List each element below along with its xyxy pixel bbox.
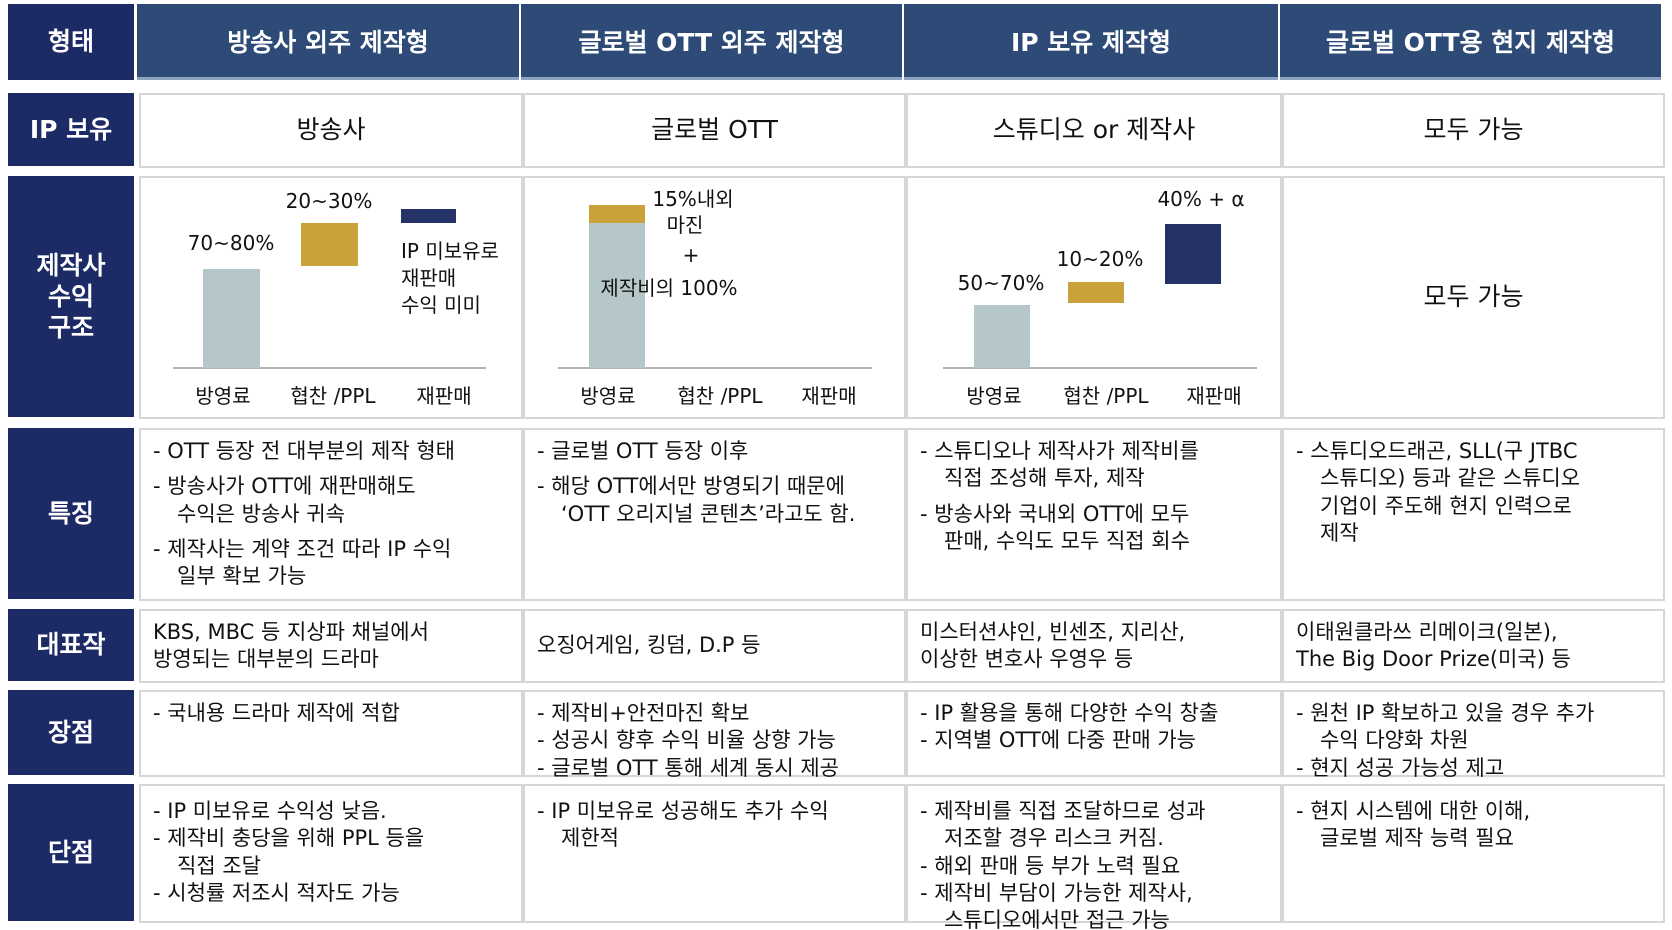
cell: 오징어게임, 킹덤, D.P 등 xyxy=(523,609,906,683)
axis-label: 재판매 xyxy=(416,384,471,408)
cell: 스튜디오 or 제작사 xyxy=(906,93,1282,168)
list-item: - IP 미보유로 성공해도 추가 수익 제한적 xyxy=(537,799,829,851)
list-item: - 해외 판매 등 부가 노력 필요 xyxy=(920,853,1181,878)
corner-header: 형태 xyxy=(8,4,134,80)
column-header: IP 보유 제작형 xyxy=(904,4,1278,80)
bar-label: 10~20% xyxy=(1057,247,1144,271)
list-item: - 제작비 부담이 가능한 제작사, 스튜디오에서만 접근 가능 xyxy=(920,880,1193,930)
list-item: - 글로벌 OTT 등장 이후 xyxy=(537,439,749,463)
axis-label: 방영료 xyxy=(580,384,635,408)
cell: - IP 활용을 통해 다양한 수익 창출 - 지역별 OTT에 다중 판매 가능 xyxy=(906,690,1282,777)
list-item: - 방송사와 국내외 OTT에 모두 판매, 수익도 모두 직접 회수 xyxy=(920,501,1190,553)
row-label: 대표작 xyxy=(8,609,134,681)
cell: KBS, MBC 등 지상파 채널에서 방영되는 대부분의 드라마 xyxy=(139,609,523,683)
legend-swatch xyxy=(401,209,456,223)
row-label: 장점 xyxy=(8,690,134,775)
list-item: - IP 미보유로 수익성 낮음. xyxy=(153,799,387,823)
cell: - 글로벌 OTT 등장 이후 - 해당 OTT에서만 방영되기 때문에 ‘OTT… xyxy=(523,428,906,601)
cell: - 국내용 드라마 제작에 적합 xyxy=(139,690,523,777)
axis-label: 협찬 /PPL xyxy=(677,384,763,408)
column-header: 글로벌 OTT용 현지 제작형 xyxy=(1280,4,1661,80)
note: 재판매 xyxy=(401,266,456,290)
cell: - 스튜디오나 제작사가 제작비를 직접 조성해 투자, 제작 - 방송사와 국내… xyxy=(906,428,1282,601)
row-label: 제작사 수익 구조 xyxy=(8,176,134,417)
mini-chart: 15%내외 마진 + 제작비의 100% 방영료 협찬 /PPL 재판매 xyxy=(558,187,872,408)
axis-label: 재판매 xyxy=(801,384,856,408)
list-item: - 시청률 저조시 적자도 가능 xyxy=(153,880,400,905)
axis-label: 방영료 xyxy=(966,384,1021,408)
bar-label: 마진 xyxy=(667,213,704,237)
list-item: - 현지 시스템에 대한 이해, 글로벌 제작 능력 필요 xyxy=(1296,799,1531,851)
chart-cell: 70~80% 20~30% IP 미보유로 재판매 수익 미미 방영료 협찬 /… xyxy=(139,176,523,419)
cell: - OTT 등장 전 대부분의 제작 형태 - 방송사가 OTT에 재판매해도 수… xyxy=(139,428,523,601)
cell: - IP 미보유로 성공해도 추가 수익 제한적 xyxy=(523,784,906,923)
note: 수익 미미 xyxy=(401,293,481,317)
bar xyxy=(589,205,645,223)
column-header: 글로벌 OTT 외주 제작형 xyxy=(521,4,902,80)
list-item: - 원천 IP 확보하고 있을 경우 추가 수익 다양화 차원 xyxy=(1296,701,1595,753)
bar xyxy=(589,223,645,368)
row-label: 단점 xyxy=(8,784,134,921)
list-item: - 글로벌 OTT 통해 세계 동시 제공 xyxy=(537,755,839,780)
axis-label: 협찬 /PPL xyxy=(290,384,376,408)
list-item: - OTT 등장 전 대부분의 제작 형태 xyxy=(153,439,455,463)
bar xyxy=(974,305,1030,368)
bar-label: 제작비의 100% xyxy=(600,276,737,300)
cell: 미스터션샤인, 빈센조, 지리산, 이상한 변호사 우영우 등 xyxy=(906,609,1282,683)
cell: - 제작비를 직접 조달하므로 성과 저조할 경우 리스크 커짐. - 해외 판매… xyxy=(906,784,1282,930)
list-item: - 지역별 OTT에 다중 판매 가능 xyxy=(920,728,1196,753)
bar-label: 50~70% xyxy=(958,271,1045,295)
list-item: - 성공시 향후 수익 비율 상향 가능 xyxy=(537,728,836,753)
cell: 방송사 xyxy=(139,93,523,168)
cell: - IP 미보유로 수익성 낮음. - 제작비 충당을 위해 PPL 등을 직접 … xyxy=(139,784,523,923)
cell: 글로벌 OTT xyxy=(523,93,906,168)
list-item: - 국내용 드라마 제작에 적합 xyxy=(153,701,400,725)
list-item: - 제작사는 계약 조건 따라 IP 수익 일부 확보 가능 xyxy=(153,536,452,589)
row-label: 특징 xyxy=(8,428,134,599)
axis-label: 방영료 xyxy=(195,384,250,408)
list-item: - 스튜디오나 제작사가 제작비를 직접 조성해 투자, 제작 xyxy=(920,439,1199,491)
bar xyxy=(1068,282,1124,303)
mini-chart: 70~80% 20~30% IP 미보유로 재판매 수익 미미 방영료 협찬 /… xyxy=(173,189,499,408)
cell: 이태원클라쓰 리메이크(일본), The Big Door Prize(미국) … xyxy=(1282,609,1665,683)
mini-chart: 50~70% 10~20% 40% + α 방영료 협찬 /PPL 재판매 xyxy=(943,187,1257,408)
bar xyxy=(301,223,358,266)
cell: 모두 가능 xyxy=(1282,93,1665,168)
cell: - 현지 시스템에 대한 이해, 글로벌 제작 능력 필요 xyxy=(1282,784,1665,923)
list-item: - 현지 성공 가능성 제고 xyxy=(1296,755,1505,780)
axis-label: 협찬 /PPL xyxy=(1063,384,1149,408)
list-item: - 제작비 충당을 위해 PPL 등을 직접 조달 xyxy=(153,826,425,878)
bar-label: 40% + α xyxy=(1157,187,1244,211)
chart-cell: 50~70% 10~20% 40% + α 방영료 협찬 /PPL 재판매 xyxy=(906,176,1282,419)
axis-label: 재판매 xyxy=(1186,384,1241,408)
cell: 모두 가능 xyxy=(1282,176,1665,419)
chart-cell: 15%내외 마진 + 제작비의 100% 방영료 협찬 /PPL 재판매 xyxy=(523,176,906,419)
list-item: - 스튜디오드래곤, SLL(구 JTBC 스튜디오) 등과 같은 스튜디오 기… xyxy=(1296,439,1581,545)
list-item: - 방송사가 OTT에 재판매해도 수익은 방송사 귀속 xyxy=(153,474,416,526)
cell: - 스튜디오드래곤, SLL(구 JTBC 스튜디오) 등과 같은 스튜디오 기… xyxy=(1282,428,1665,601)
bar xyxy=(203,269,260,368)
bar-label: 15%내외 xyxy=(652,187,733,211)
list-item: - 제작비를 직접 조달하므로 성과 저조할 경우 리스크 커짐. xyxy=(920,799,1206,851)
bar-label: 20~30% xyxy=(286,189,373,213)
cell: - 원천 IP 확보하고 있을 경우 추가 수익 다양화 차원 - 현지 성공 가… xyxy=(1282,690,1665,780)
list-item: - IP 활용을 통해 다양한 수익 창출 xyxy=(920,701,1219,725)
row-label: IP 보유 xyxy=(8,93,134,166)
bar-label: + xyxy=(683,243,700,267)
list-item: - 해당 OTT에서만 방영되기 때문에 ‘OTT 오리지널 콘텐츠’라고도 함… xyxy=(537,474,856,526)
cell: - 제작비+안전마진 확보 - 성공시 향후 수익 비율 상향 가능 - 글로벌 O… xyxy=(523,690,906,780)
list-item: - 제작비+안전마진 확보 xyxy=(537,701,750,725)
bar-label: 70~80% xyxy=(188,231,275,255)
note: IP 미보유로 xyxy=(401,239,499,263)
bar xyxy=(1165,224,1221,284)
column-header: 방송사 외주 제작형 xyxy=(137,4,519,80)
